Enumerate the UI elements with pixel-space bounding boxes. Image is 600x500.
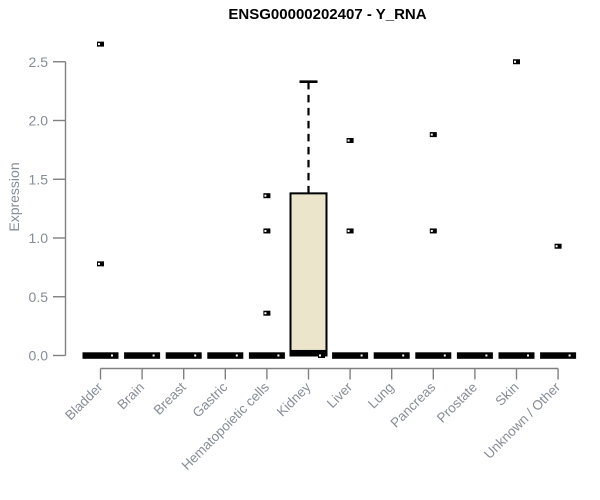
data-point-pancreas-notch (443, 354, 446, 357)
outlier-point-bladder (97, 261, 104, 267)
x-tick-label-unknown-other: Unknown / Other (481, 379, 564, 462)
data-point-unknown-other-notch (568, 354, 571, 357)
outlier-point-skin-notch (514, 60, 516, 63)
median-line-brain (124, 352, 161, 359)
data-point-skin-notch (527, 354, 529, 357)
outlier-point-skin (513, 59, 520, 65)
x-tick-label-lung: Lung (365, 380, 397, 412)
x-tick-label-skin: Skin (492, 380, 521, 409)
data-point-hematopoietic-cells (276, 353, 284, 358)
data-point-liver-notch (360, 354, 363, 357)
median-line-prostate (456, 352, 493, 359)
median-line-liver (332, 352, 369, 359)
data-point-gastric (234, 353, 242, 358)
data-point-kidney-notch (319, 354, 321, 357)
data-point-bladder-notch (111, 354, 113, 357)
chart-title: ENSG00000202407 - Y_RNA (228, 6, 427, 23)
data-point-liver (359, 353, 367, 358)
data-point-skin (526, 353, 533, 358)
data-point-hematopoietic-cells-notch (277, 354, 280, 357)
x-tick-label-bladder: Bladder (62, 379, 106, 423)
data-point-pancreas (442, 353, 450, 358)
x-tick-label-breast: Breast (151, 379, 189, 417)
median-line-gastric (207, 352, 244, 359)
data-point-lung-notch (402, 354, 405, 357)
data-point-unknown-other (567, 353, 575, 358)
data-point-breast (193, 353, 201, 358)
x-tick-label-prostate: Prostate (434, 380, 480, 426)
outlier-point-bladder-notch (98, 262, 100, 265)
x-tick-label-kidney: Kidney (274, 379, 314, 419)
data-point-prostate-notch (485, 354, 488, 357)
outlier-point-liver (346, 228, 354, 234)
data-point-brain (151, 353, 159, 358)
median-line-kidney (290, 349, 327, 357)
outlier-point-pancreas-notch (430, 133, 433, 136)
outlier-point-hematopoietic-cells-notch (264, 312, 267, 315)
median-line-lung (373, 352, 410, 359)
data-point-breast-notch (194, 354, 197, 357)
outlier-point-bladder-notch (98, 43, 100, 46)
y-tick-label: 1.5 (29, 171, 49, 187)
median-line-breast (165, 352, 202, 359)
data-point-prostate (484, 353, 492, 358)
y-tick-label: 2.0 (29, 113, 49, 129)
median-line-hematopoietic-cells (248, 352, 285, 359)
outlier-point-pancreas (429, 228, 437, 234)
data-point-kidney (318, 353, 325, 358)
outlier-point-unknown-other (554, 243, 562, 249)
outlier-point-liver-notch (347, 229, 350, 232)
outlier-point-hematopoietic-cells (263, 193, 271, 199)
outlier-point-hematopoietic-cells-notch (264, 229, 267, 232)
median-line-unknown-other (540, 352, 577, 359)
outlier-point-bladder (97, 41, 104, 47)
y-tick-label: 0.0 (29, 348, 49, 364)
outlier-point-hematopoietic-cells-notch (264, 194, 267, 197)
y-tick-label: 2.5 (29, 54, 49, 70)
median-line-pancreas (415, 352, 452, 359)
y-tick-label: 1.0 (29, 230, 49, 246)
data-point-gastric-notch (235, 354, 238, 357)
y-tick-label: 0.5 (29, 289, 49, 305)
x-tick-label-brain: Brain (114, 380, 147, 413)
outlier-point-hematopoietic-cells (263, 228, 271, 234)
x-tick-label-gastric: Gastric (190, 379, 231, 420)
x-tick-label-pancreas: Pancreas (387, 379, 438, 430)
x-tick-label-liver: Liver (324, 379, 356, 411)
median-line-skin (498, 352, 535, 359)
outlier-point-liver (346, 137, 354, 143)
median-line-bladder (82, 352, 119, 359)
data-point-brain-notch (152, 354, 155, 357)
data-point-lung (401, 353, 409, 358)
outlier-point-pancreas (429, 132, 437, 138)
outlier-point-liver-notch (347, 139, 350, 142)
box-kidney (289, 192, 328, 357)
outlier-point-unknown-other-notch (555, 245, 558, 248)
data-point-bladder (110, 353, 117, 358)
outlier-point-pancreas-notch (430, 229, 433, 232)
outlier-point-hematopoietic-cells (263, 310, 271, 316)
